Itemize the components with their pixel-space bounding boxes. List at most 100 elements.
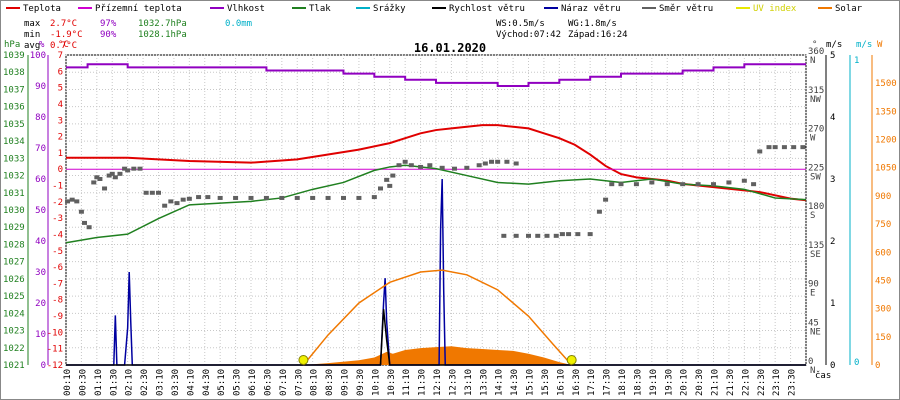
x-tick-label: 18:30 [633, 369, 643, 396]
wind-direction-point [553, 233, 559, 238]
wind-direction-point [143, 190, 149, 195]
wind-direction-point [695, 182, 701, 187]
wind-direction-point [263, 195, 269, 200]
x-tick-label: 04:30 [202, 369, 212, 396]
wind-direction-point [294, 195, 300, 200]
x-tick-label: 02:10 [125, 369, 135, 396]
direction-tick-compass: S [810, 211, 815, 221]
x-tick-label: 02:30 [140, 369, 150, 396]
stat-min-press: 1028.1hPa [138, 30, 187, 40]
x-tick-label: 15:30 [541, 369, 551, 396]
x-tick-label: 11:30 [418, 369, 428, 396]
unit-ms-rain: m/s [856, 40, 872, 50]
humidity-tick: 100 [30, 51, 46, 61]
wind-tick: 4 [830, 113, 835, 123]
temperature-tick: -5 [52, 247, 63, 257]
wind-direction-point [464, 165, 470, 170]
x-tick-label: 08:10 [310, 369, 320, 396]
wind-tick: 3 [830, 175, 835, 185]
humidity-tick: 90 [35, 82, 46, 92]
wind-direction-point [544, 233, 550, 238]
temperature-tick: -12 [47, 361, 63, 371]
wind-direction-point [125, 168, 131, 173]
wind-direction-point [751, 182, 757, 187]
direction-tick-compass: N [810, 366, 815, 376]
wind-direction-point [378, 186, 383, 191]
plot-area [65, 63, 807, 366]
wind-direction-point [772, 145, 778, 150]
temperature-tick: -3 [52, 214, 63, 224]
temperature-tick: -6 [52, 263, 63, 273]
humidity-tick: 60 [35, 175, 46, 185]
pressure-tick: 1028 [3, 240, 25, 250]
rain-tick: 1 [854, 56, 859, 66]
temperature-tick: -7 [52, 279, 63, 289]
wind-direction-point [482, 161, 488, 166]
legend-label: Solar [835, 4, 863, 14]
x-tick-label: 11:10 [402, 369, 412, 396]
wind-direction-point [137, 166, 143, 171]
pressure-tick: 1033 [3, 154, 25, 164]
humidity-tick: 80 [35, 113, 46, 123]
left-axes: 1039103810371036103510341033103210311030… [3, 51, 67, 371]
x-tick-label: 20:30 [695, 369, 705, 396]
x-tick-label: 00:30 [78, 369, 88, 396]
series-vlhkost [66, 63, 806, 87]
wind-tick: 2 [830, 237, 835, 247]
wind-direction-point [186, 196, 192, 201]
direction-tick: 360 [808, 47, 824, 57]
x-tick-label: 09:30 [356, 369, 366, 396]
wind-direction-point [233, 195, 239, 200]
wind-direction-point [559, 232, 565, 237]
solar-tick: 150 [875, 333, 891, 343]
x-tick-label: 20:10 [680, 369, 690, 396]
direction-tick-compass: NW [810, 95, 821, 105]
pressure-tick: 1039 [3, 51, 25, 61]
pressure-tick: 1021 [3, 361, 25, 371]
direction-tick-compass: SE [810, 250, 821, 260]
solar-tick: 900 [875, 192, 891, 202]
x-tick-label: 14:30 [510, 369, 520, 396]
pressure-tick: 1030 [3, 206, 25, 216]
sunrise-time: Východ:07:42 [496, 30, 561, 40]
temperature-tick: 0 [58, 165, 63, 175]
wind-direction-point [649, 180, 655, 185]
stat-min-label: min [24, 30, 40, 40]
solar-tick: 300 [875, 305, 891, 315]
direction-tick: 225 [808, 163, 824, 173]
x-tick-label: 05:10 [217, 369, 227, 396]
direction-tick-compass: NE [810, 327, 821, 337]
pressure-tick: 1036 [3, 103, 25, 113]
wind-direction-point [91, 180, 97, 185]
grid [65, 54, 807, 366]
direction-tick: 315 [808, 86, 824, 96]
wind-direction-point [341, 195, 346, 200]
wind-direction-point [603, 197, 609, 202]
pressure-tick: 1034 [3, 137, 25, 147]
unit-ms: m/s [826, 40, 842, 50]
wind-direction-point [180, 197, 186, 202]
stat-rain: 0.0mm [225, 19, 252, 29]
pressure-tick: 1027 [3, 258, 25, 268]
wind-direction-point [325, 195, 331, 200]
x-tick-label: 01:30 [109, 369, 119, 396]
wind-direction-point [117, 171, 123, 176]
series-rychlost-v-tru [66, 309, 806, 366]
stat-max-label: max [24, 19, 41, 29]
wind-direction-point [149, 190, 155, 195]
wind-direction-point [766, 145, 772, 150]
temperature-tick: -8 [52, 296, 63, 306]
humidity-tick: 0 [41, 361, 46, 371]
pressure-tick: 1022 [3, 344, 25, 354]
wind-gust-max: WG:1.8m/s [568, 19, 617, 29]
wind-direction-point [387, 183, 393, 188]
wind-direction-point [396, 163, 402, 168]
temperature-tick: -4 [52, 230, 63, 240]
x-tick-label: 03:10 [156, 369, 166, 396]
unit-hpa: hPa [4, 40, 20, 50]
legend: Teplota Přízemní teplota Vlhkost Tlak Srážky… [6, 4, 863, 14]
x-tick-label: 22:10 [741, 369, 751, 396]
wind-direction-point [196, 195, 202, 200]
wind-direction-point [757, 149, 763, 154]
